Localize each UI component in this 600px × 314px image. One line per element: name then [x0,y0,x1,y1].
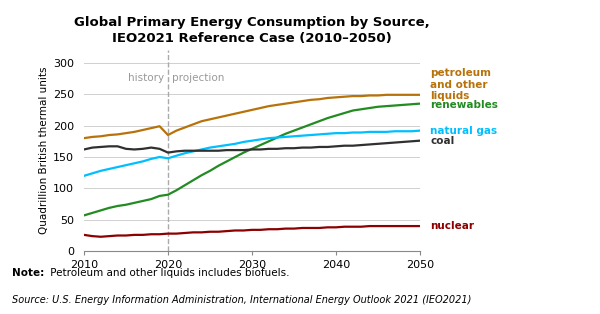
Y-axis label: Quadrillion British thermal units: Quadrillion British thermal units [39,67,49,235]
Text: natural gas: natural gas [430,126,497,136]
Text: petroleum
and other
liquids: petroleum and other liquids [430,68,491,101]
Text: renewables: renewables [430,100,498,110]
Text: Petroleum and other liquids includes biofuels.: Petroleum and other liquids includes bio… [47,268,289,278]
Text: projection: projection [172,73,224,84]
Title: Global Primary Energy Consumption by Source,
IEO2021 Reference Case (2010–2050): Global Primary Energy Consumption by Sou… [74,16,430,45]
Text: Note:: Note: [12,268,44,278]
Text: coal: coal [430,136,454,146]
Text: history: history [128,73,164,84]
Text: Source: U.S. Energy Information Administration, International Energy Outlook 202: Source: U.S. Energy Information Administ… [12,295,472,305]
Text: nuclear: nuclear [430,221,474,231]
